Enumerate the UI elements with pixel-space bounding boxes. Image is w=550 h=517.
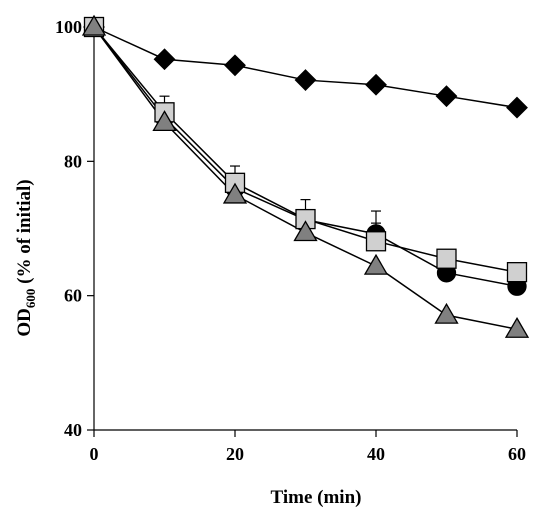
error-bars [159,95,381,242]
y-axis-title: OD600 (% of initial) [14,179,38,336]
data-point-square [436,248,457,269]
x-tick-label: 40 [367,444,385,464]
y-ticks: 40 60 80 100 [55,17,94,440]
data-point-diamond [153,48,176,71]
y-tick-label: 60 [64,286,82,306]
data-point-diamond [294,69,317,91]
data-point-triangle [363,253,389,275]
data-point-triangle [434,302,459,324]
y-tick-label: 80 [64,151,82,171]
series-markers [81,14,530,338]
x-tick-label: 60 [508,444,526,464]
y-axis-title-subscript: 600 [23,289,38,309]
x-ticks: 0 20 40 60 [90,430,526,464]
data-point-diamond [224,54,246,77]
x-tick-label: 20 [226,444,244,464]
data-point-triangle [222,182,248,204]
x-tick-label: 0 [90,444,99,464]
series-line-circle [93,26,518,288]
data-point-triangle [293,220,318,242]
y-tick-label: 40 [64,420,82,440]
data-point-diamond [506,96,528,119]
data-point-square [365,231,387,252]
data-point-square [506,262,528,283]
y-tick-label: 100 [55,17,82,37]
data-point-diamond [435,85,458,108]
data-point-triangle [81,14,107,36]
axes [93,27,517,431]
data-point-triangle [152,110,177,132]
y-axis-title-rest: (% of initial) [14,179,35,288]
data-point-triangle [504,316,530,338]
y-axis-title-main: OD [14,308,35,337]
x-axis-title: Time (min) [271,487,362,508]
data-point-diamond [365,73,387,96]
